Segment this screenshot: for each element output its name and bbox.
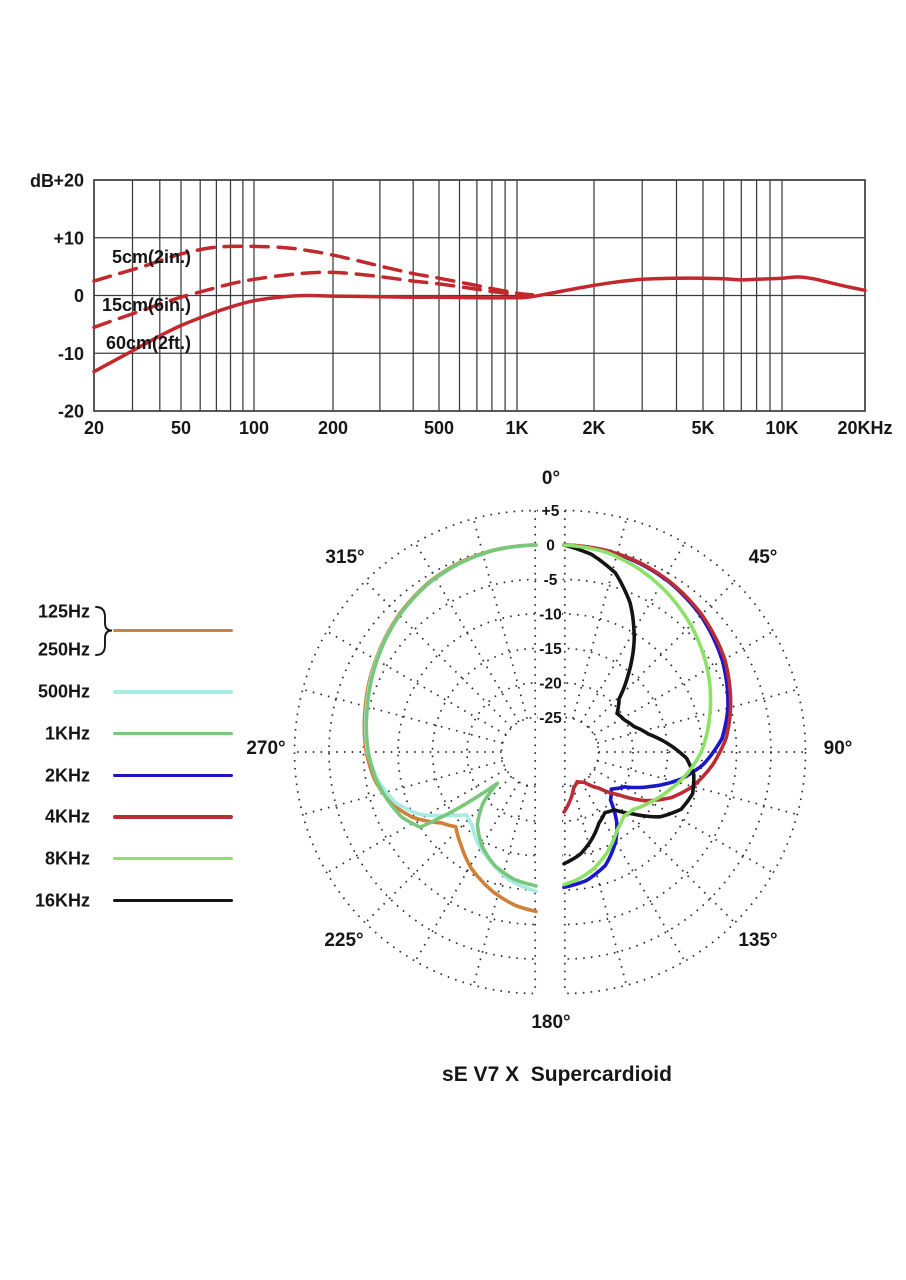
freq-y-tick-label: -10 bbox=[58, 344, 84, 364]
freq-y-tick-label: +20 bbox=[53, 171, 84, 191]
polar-ring bbox=[362, 578, 538, 926]
polar-chart-title: sE V7 X Supercardioid bbox=[442, 1063, 672, 1086]
polar-spoke bbox=[302, 760, 503, 816]
polar-spoke bbox=[587, 580, 736, 729]
polar-spoke bbox=[364, 580, 513, 729]
polar-ring-label: -10 bbox=[539, 607, 561, 624]
freq-grid bbox=[94, 180, 865, 411]
polar-ring-label: +5 bbox=[542, 503, 560, 520]
polar-angle-label-225: 225° bbox=[324, 930, 363, 951]
polar-pattern-chart: +5 0 -5 -10 -15 -20 -25 0° 45° 90° 135° 180° 225° 270… bbox=[246, 468, 852, 1033]
freq-curve-1 bbox=[92, 270, 535, 330]
freq-y-tick-label: +10 bbox=[53, 228, 84, 248]
polar-spoke bbox=[414, 781, 520, 962]
polar-spoke bbox=[326, 768, 507, 874]
polar-ring bbox=[562, 578, 738, 926]
freq-x-tick-label: 100 bbox=[239, 418, 269, 438]
freq-x-tick-label: 500 bbox=[424, 418, 454, 438]
polar-spoke bbox=[414, 542, 520, 723]
freq-curve-label-2: 60cm(2ft.) bbox=[106, 333, 191, 353]
polar-ring-label: 0 bbox=[546, 538, 555, 555]
freq-curve-label-0: 5cm(2in.) bbox=[112, 247, 191, 267]
freq-x-tick-label: 10K bbox=[765, 418, 798, 438]
polar-spoke bbox=[472, 785, 528, 986]
freq-curve-0 bbox=[92, 244, 535, 297]
polar-ring-label: -5 bbox=[544, 572, 558, 589]
freq-x-tick-label: 50 bbox=[171, 418, 191, 438]
polar-angle-label-135: 135° bbox=[738, 930, 777, 951]
polar-ring bbox=[562, 647, 669, 857]
polar-curve-4khz bbox=[562, 543, 733, 814]
freq-x-tick-label: 20KHz bbox=[837, 418, 892, 438]
polar-grid-right bbox=[562, 509, 807, 995]
freq-curve-label-1: 15cm(6in.) bbox=[102, 295, 191, 315]
freq-x-tick-label: 20 bbox=[84, 418, 104, 438]
polar-curve-16khz bbox=[562, 543, 696, 866]
polar-ring-label: -15 bbox=[539, 641, 562, 658]
polar-angle-label-270: 270° bbox=[246, 738, 285, 759]
polar-spoke bbox=[580, 542, 686, 723]
polar-spoke bbox=[593, 630, 774, 736]
freq-curve-2 bbox=[92, 275, 867, 374]
freq-x-tick-label: 1K bbox=[505, 418, 528, 438]
polar-spoke bbox=[597, 760, 798, 816]
freq-x-tick-label: 5K bbox=[691, 418, 714, 438]
freq-y-tick-label: 0 bbox=[74, 286, 84, 306]
polar-spoke bbox=[572, 785, 628, 986]
polar-spoke bbox=[364, 775, 513, 924]
freq-y-unit-label: dB bbox=[30, 171, 54, 191]
polar-ring bbox=[562, 682, 634, 822]
freq-x-tick-label: 2K bbox=[582, 418, 605, 438]
polar-ring-label: -25 bbox=[539, 710, 562, 727]
polar-angle-label-45: 45° bbox=[749, 547, 778, 568]
polar-angle-label-180: 180° bbox=[531, 1012, 570, 1033]
freq-plot-border bbox=[93, 179, 866, 412]
polar-ring bbox=[562, 509, 807, 995]
freq-x-tick-label: 200 bbox=[318, 418, 348, 438]
polar-spoke bbox=[326, 630, 507, 736]
polar-spoke bbox=[302, 688, 503, 744]
polar-spoke bbox=[580, 781, 686, 962]
polar-angle-label-315: 315° bbox=[325, 547, 364, 568]
polar-curve-2khz bbox=[562, 543, 730, 889]
polar-spoke bbox=[593, 768, 774, 874]
polar-ring bbox=[431, 647, 538, 857]
polar-angle-label-0: 0° bbox=[542, 468, 560, 489]
polar-curve-8khz bbox=[562, 543, 713, 887]
polar-spoke bbox=[597, 688, 798, 744]
freq-y-tick-label: -20 bbox=[58, 402, 84, 422]
polar-spoke bbox=[587, 775, 736, 924]
polar-angle-label-90: 90° bbox=[824, 738, 853, 759]
polar-curve-1khz bbox=[364, 543, 538, 888]
polar-ring-label: -20 bbox=[539, 676, 561, 693]
polar-curve-500hz bbox=[363, 543, 538, 894]
